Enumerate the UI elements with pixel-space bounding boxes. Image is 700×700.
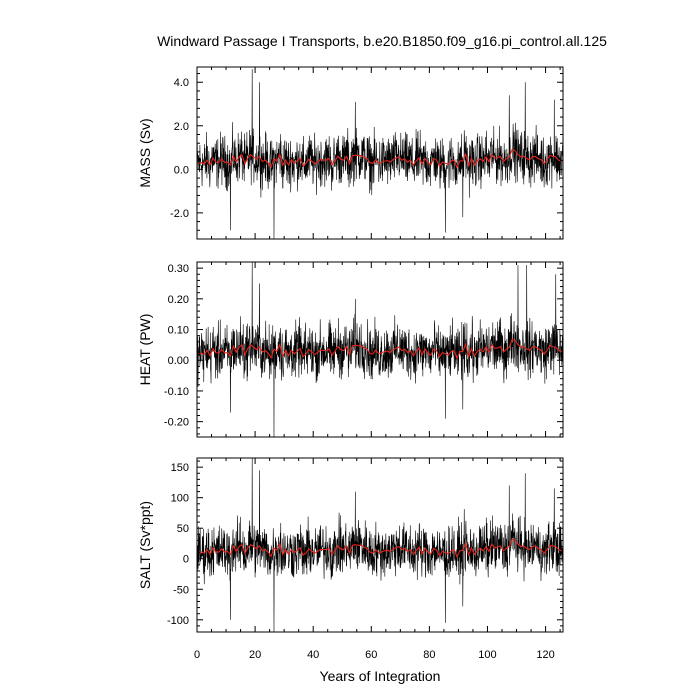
annual-mean-line bbox=[198, 538, 562, 559]
x-tick-label: 120 bbox=[536, 649, 554, 661]
panels-group: -2.0 0.0 2.0 4.0 MASS (Sv) -0.20 -0.10 0.00 0.10… bbox=[137, 66, 564, 661]
y-tick-label: 0.20 bbox=[168, 294, 189, 306]
y-axis-title: SALT (Sv*ppt) bbox=[137, 501, 153, 589]
y-tick-label: -50 bbox=[173, 584, 189, 596]
panel-1: -2.0 0.0 2.0 4.0 MASS (Sv) bbox=[137, 66, 564, 240]
annual-mean-line bbox=[198, 148, 562, 170]
y-tick-label: -100 bbox=[167, 615, 189, 627]
y-tick-label: 0.0 bbox=[174, 164, 189, 176]
panel-3: -100 -50 0 50 100 150 SALT (Sv*ppt) 0 20 40 60 80 10… bbox=[137, 457, 564, 661]
y-tick-label: 50 bbox=[177, 523, 189, 535]
y-tick-label: -0.20 bbox=[164, 417, 189, 429]
y-tick-label: 2.0 bbox=[174, 121, 189, 133]
x-tick-label: 20 bbox=[249, 649, 261, 661]
x-tick-label: 60 bbox=[365, 649, 377, 661]
annual-mean-line bbox=[198, 338, 562, 360]
panel-frame bbox=[196, 457, 564, 633]
y-tick-label: 100 bbox=[171, 493, 189, 505]
monthly-series-line bbox=[197, 262, 563, 437]
panel-frame bbox=[196, 261, 564, 438]
y-tick-label: -2.0 bbox=[170, 208, 189, 220]
x-axis-title: Years of Integration bbox=[320, 668, 441, 684]
chart-title: Windward Passage I Transports, b.e20.B18… bbox=[157, 33, 607, 49]
monthly-series-line bbox=[197, 69, 563, 239]
y-axis-title: HEAT (PW) bbox=[137, 314, 153, 386]
y-tick-label: 0 bbox=[183, 554, 189, 566]
y-axis-title: MASS (Sv) bbox=[137, 118, 153, 187]
y-tick-label: 150 bbox=[171, 462, 189, 474]
monthly-series-line bbox=[197, 458, 563, 632]
x-tick-label: 0 bbox=[194, 649, 200, 661]
x-tick-label: 40 bbox=[307, 649, 319, 661]
panel-2: -0.20 -0.10 0.00 0.10 0.20 0.30 HEAT (PW) bbox=[137, 261, 564, 438]
y-tick-label: -0.10 bbox=[164, 386, 189, 398]
y-tick-label: 0.30 bbox=[168, 263, 189, 275]
y-tick-label: 0.10 bbox=[168, 325, 189, 337]
y-tick-label: 4.0 bbox=[174, 77, 189, 89]
x-tick-label: 100 bbox=[478, 649, 496, 661]
panel-frame bbox=[196, 66, 564, 240]
y-tick-label: 0.00 bbox=[168, 355, 189, 367]
x-tick-label: 80 bbox=[423, 649, 435, 661]
